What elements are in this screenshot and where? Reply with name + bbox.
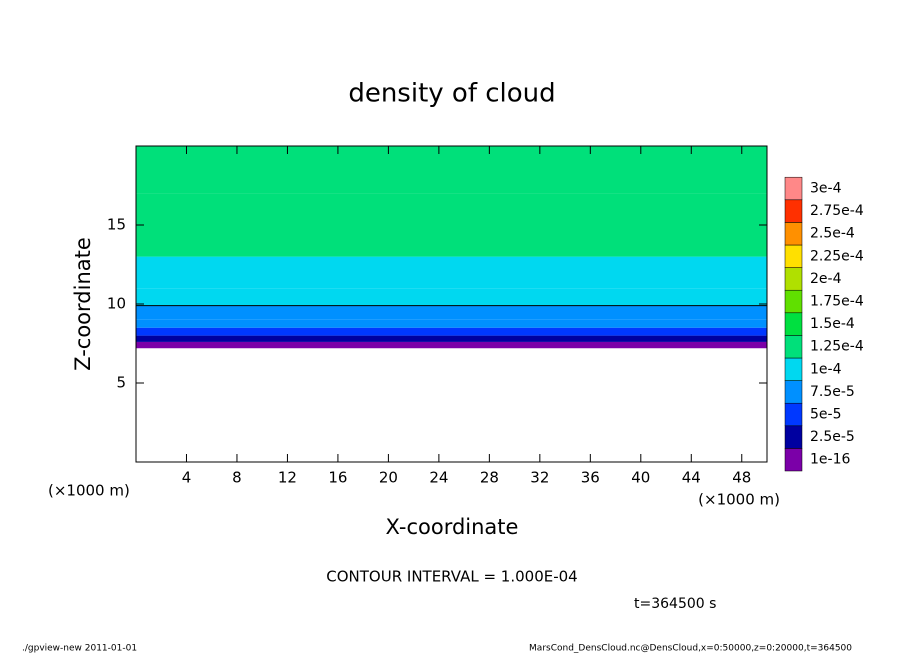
- colorbar-box: [784, 289, 803, 314]
- colorbar-label: 1.25e-4: [810, 339, 864, 355]
- x-tick-label: 16: [328, 469, 347, 487]
- field-band: [136, 305, 767, 320]
- chart-title: density of cloud: [348, 79, 555, 109]
- colorbar-label: 2.25e-4: [810, 248, 864, 264]
- y-tick-label: 15: [107, 216, 126, 234]
- colorbar-box: [784, 425, 803, 449]
- x-tick-label: 36: [581, 469, 600, 487]
- colorbar-label: 2.75e-4: [810, 203, 864, 219]
- colorbar-label: 2e-4: [810, 271, 842, 287]
- colorbar-label: 1e-4: [810, 361, 842, 377]
- x-tick-label: 20: [379, 469, 398, 487]
- field-band: [136, 256, 767, 289]
- colorbar-label: 1.5e-4: [810, 316, 855, 332]
- colorbar-box: [784, 176, 803, 201]
- x-tick-label: 44: [682, 469, 701, 487]
- x-tick-label: 40: [631, 469, 650, 487]
- x-tick-label: 48: [732, 469, 751, 487]
- y-tick-label: 5: [116, 374, 126, 392]
- y-tick-label: 10: [107, 295, 126, 313]
- colorbar-label: 3e-4: [810, 181, 842, 197]
- footer-left: ./gpview-new 2011-01-01: [22, 644, 137, 654]
- time-note: t=364500 s: [634, 596, 716, 612]
- colorbar-box: [784, 357, 803, 381]
- field-band: [136, 341, 767, 349]
- x-tick-label: 24: [429, 469, 448, 487]
- field-band: [136, 193, 767, 257]
- x-tick-label: 32: [530, 469, 549, 487]
- field-band: [136, 327, 767, 336]
- field-band: [136, 319, 767, 328]
- colorbar-label: 2.5e-5: [810, 429, 855, 445]
- x-unit: (×1000 m): [48, 482, 130, 500]
- colorbar-box: [784, 402, 803, 427]
- colorbar-box: [784, 267, 803, 291]
- x-unit-right: (×1000 m): [698, 491, 780, 509]
- field-band: [136, 288, 767, 306]
- x-tick-label: 28: [480, 469, 499, 487]
- colorbar-label: 1.75e-4: [810, 294, 864, 310]
- x-tick-label: 4: [182, 469, 192, 487]
- x-tick-label: 8: [232, 469, 242, 487]
- colorbar-box: [784, 448, 803, 472]
- colorbar-box: [784, 199, 803, 223]
- y-axis-label: Z-coordinate: [71, 237, 95, 371]
- contour-note: CONTOUR INTERVAL = 1.000E-04: [326, 568, 577, 586]
- colorbar-box: [784, 244, 803, 268]
- colorbar-box: [784, 222, 803, 246]
- field-band: [136, 335, 767, 342]
- colorbar-label: 1e-16: [810, 452, 850, 468]
- footer-right: MarsCond_DensCloud.nc@DensCloud,x=0:5000…: [529, 644, 852, 654]
- colorbar-label: 2.5e-4: [810, 226, 855, 242]
- colorbar-label: 5e-5: [810, 407, 841, 423]
- colorbar-box: [784, 335, 803, 359]
- x-axis-label: X-coordinate: [386, 515, 519, 539]
- colorbar-label: 7.5e-5: [810, 384, 855, 400]
- colorbar-box: [784, 312, 803, 336]
- field-band: [136, 146, 767, 194]
- colorbar-box: [784, 380, 803, 404]
- x-tick-label: 12: [278, 469, 297, 487]
